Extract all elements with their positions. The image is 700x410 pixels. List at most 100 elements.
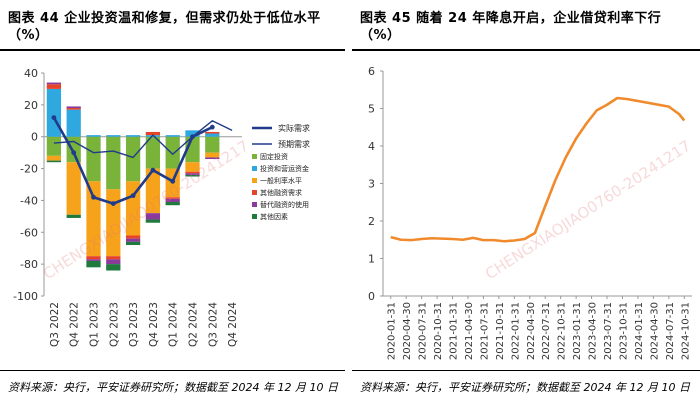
right-x-tick-label: 2023-04-30 bbox=[588, 302, 599, 360]
left-line-point bbox=[130, 193, 136, 199]
left-y-tick-label: -100 bbox=[13, 290, 38, 303]
left-y-tick-label: 20 bbox=[24, 99, 38, 112]
left-y-tick-label: -60 bbox=[20, 226, 38, 239]
left-bar-segment bbox=[86, 181, 101, 257]
right-x-tick-label: 2022-01-31 bbox=[510, 302, 521, 360]
left-bar-segment bbox=[145, 131, 161, 136]
right-line-series bbox=[390, 96, 686, 243]
left-bar-segment bbox=[165, 202, 180, 206]
left-source-rule bbox=[0, 370, 345, 371]
left-chart-panel: 图表 44 企业投资温和修复，但需求仍处于低位水平 （%） 40 20 0 -20 -4… bbox=[0, 0, 345, 410]
left-bar-segment bbox=[205, 131, 220, 134]
left-bar-segment bbox=[185, 174, 200, 177]
right-y-tick-label: 5 bbox=[368, 103, 375, 116]
right-x-tick-label: 2020-04-30 bbox=[402, 302, 413, 360]
left-bar-segment bbox=[165, 136, 180, 169]
left-title-rule bbox=[0, 49, 345, 51]
left-bar-segment bbox=[165, 197, 180, 199]
left-bar-segment bbox=[125, 181, 141, 236]
left-bar-segment bbox=[145, 219, 161, 223]
left-legend-bar-label: 其他融资需求 bbox=[260, 188, 302, 197]
left-bar-segment bbox=[145, 168, 161, 214]
right-x-tick-label: 2021-04-30 bbox=[464, 302, 475, 360]
left-bar-segment bbox=[165, 135, 180, 137]
left-bar-segment bbox=[66, 136, 81, 163]
right-y-tick-label: 0 bbox=[368, 290, 375, 303]
left-source-note: 资料来源：央行，平安证券研究所；数据截至 2024 年 12 月 10 日 bbox=[8, 381, 338, 394]
left-x-tick-label: Q1 2024 bbox=[168, 302, 180, 347]
left-chart-title: 图表 44 企业投资温和修复，但需求仍处于低位水平 （%） bbox=[8, 10, 339, 44]
left-y-tick-label: -80 bbox=[20, 258, 38, 271]
left-bar-segment bbox=[185, 130, 200, 137]
left-bar-segment bbox=[145, 213, 161, 220]
left-legend-bar-label: 其他因素 bbox=[260, 212, 288, 221]
right-y-tick-label: 4 bbox=[368, 140, 375, 153]
left-y-tick-label: 0 bbox=[31, 131, 38, 144]
left-legend-bar-swatch bbox=[252, 214, 257, 219]
left-bar-segment bbox=[125, 136, 141, 182]
left-bar-segment bbox=[66, 108, 81, 110]
left-bar-segment bbox=[86, 135, 101, 137]
left-x-tick-label: Q3 2024 bbox=[207, 302, 219, 347]
left-bar-segment bbox=[185, 162, 200, 172]
left-y-tick-label: -40 bbox=[20, 194, 38, 207]
left-legend-bar-swatch bbox=[252, 178, 257, 183]
left-bar-segment bbox=[66, 162, 81, 215]
left-bar-segment bbox=[205, 152, 220, 158]
left-y-tick-label: 40 bbox=[24, 67, 38, 80]
left-bar-segment bbox=[106, 256, 121, 260]
left-title-line-1: 图表 44 企业投资温和修复，但需求仍处于低位水平 bbox=[8, 11, 321, 26]
left-legend-bar-label: 固定投资 bbox=[260, 152, 288, 161]
left-bar-segment bbox=[66, 214, 81, 218]
left-legend-bar-label: 一般利率水平 bbox=[260, 176, 302, 185]
left-bar-segment bbox=[86, 260, 101, 268]
left-legend-line-label: 实际需求 bbox=[278, 123, 310, 133]
left-x-tick-label: Q4 2024 bbox=[227, 302, 239, 347]
left-y-tick-label: -20 bbox=[20, 163, 38, 176]
right-x-tick-label: 2024-01-31 bbox=[634, 302, 645, 360]
right-y-tick-label: 2 bbox=[368, 215, 375, 228]
left-x-tick-label: Q1 2023 bbox=[89, 302, 101, 347]
left-bar-segment bbox=[185, 171, 200, 174]
right-x-tick-label: 2021-07-31 bbox=[479, 302, 490, 360]
left-legend-bar-label: 投资和营运资金 bbox=[260, 164, 309, 173]
left-line-point bbox=[91, 194, 96, 200]
right-chart-plot: 0 1 2 3 4 5 6 2020-01-31 2020-04-30 2020-07-31 202… bbox=[368, 65, 692, 360]
left-bar-segment bbox=[66, 106, 81, 109]
left-x-tick-label: Q4 2023 bbox=[148, 302, 160, 347]
left-bar-segment bbox=[165, 198, 180, 203]
left-x-tick-label: Q4 2022 bbox=[69, 302, 81, 347]
right-x-tick-label: 2020-10-31 bbox=[433, 302, 444, 360]
right-x-tick-label: 2024-04-30 bbox=[649, 302, 660, 360]
left-bar-segment bbox=[46, 160, 62, 163]
left-bar-segment bbox=[46, 155, 62, 161]
right-chart-title: 图表 45 随着 24 年降息开启，企业借贷利率下行（%） bbox=[360, 11, 662, 43]
left-line-point bbox=[71, 150, 77, 156]
right-x-tick-label: 2022-04-30 bbox=[526, 302, 537, 360]
right-x-tick-label: 2023-01-31 bbox=[572, 302, 583, 360]
right-y-tick-label: 6 bbox=[368, 65, 375, 78]
left-bar-segment bbox=[145, 136, 161, 169]
left-bar-segment bbox=[185, 173, 200, 175]
left-legend-bar-swatch bbox=[252, 154, 257, 159]
right-x-tick-label: 2024-07-31 bbox=[665, 302, 676, 360]
left-bar-segment bbox=[205, 136, 220, 153]
left-bar-segment bbox=[106, 264, 121, 271]
left-bar-segment bbox=[46, 84, 62, 89]
left-legend-bar-swatch bbox=[252, 202, 257, 207]
left-line-point bbox=[51, 115, 57, 120]
left-bar-segment bbox=[125, 135, 141, 137]
left-bar-segment bbox=[106, 136, 121, 190]
left-bar-segment bbox=[125, 238, 141, 242]
right-x-tick-label: 2021-10-31 bbox=[495, 302, 506, 360]
right-x-tick-label: 2020-01-31 bbox=[387, 302, 398, 360]
left-bar-segment bbox=[125, 235, 141, 239]
left-bar-segment bbox=[205, 133, 220, 137]
left-bar-segment bbox=[125, 241, 141, 246]
left-x-tick-label: Q2 2023 bbox=[108, 302, 120, 347]
left-bar-segment bbox=[46, 82, 62, 85]
right-x-tick-label: 2023-10-31 bbox=[618, 302, 629, 360]
right-x-tick-label: 2024-10-31 bbox=[680, 302, 691, 360]
left-bar-segment bbox=[86, 256, 101, 260]
left-x-tick-label: Q3 2022 bbox=[49, 302, 61, 347]
